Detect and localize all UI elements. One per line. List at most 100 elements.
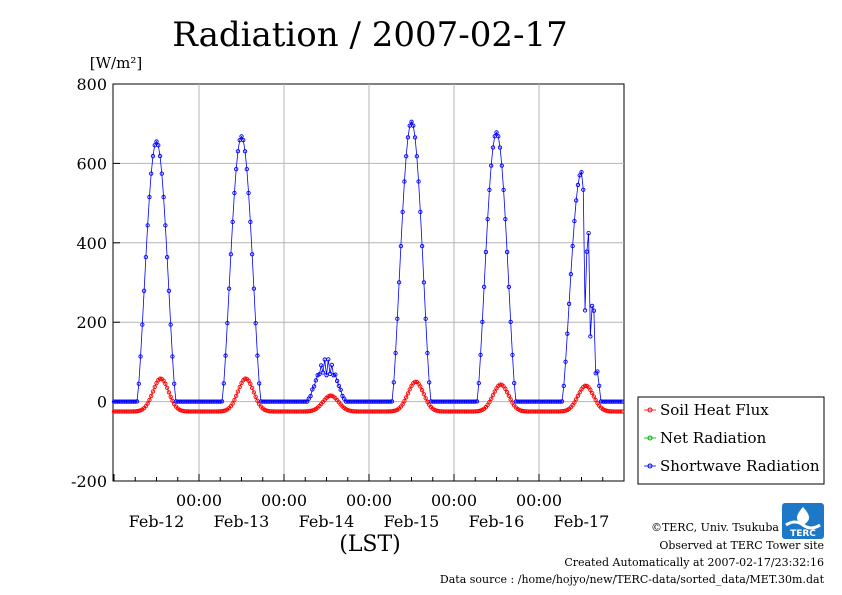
y-tick-label: 600 [76,154,107,173]
data-point [308,393,313,399]
data-point [589,390,595,396]
x-tick-time-label: 00:00 [261,491,307,510]
data-point [510,352,515,358]
data-point [246,378,251,383]
data-point [235,149,241,154]
footer-copyright: ©TERC, Univ. Tsukuba [651,521,779,534]
data-point [618,409,623,414]
data-point [253,320,258,326]
data-point [164,254,170,260]
data-point [396,280,402,285]
logo-text: TERC [790,529,816,539]
data-point [249,385,255,391]
data-point [235,389,241,394]
data-point [584,249,589,254]
data-point [423,396,428,401]
data-point [246,190,251,196]
x-tick-time-label: 00:00 [516,491,562,510]
data-point [145,223,150,228]
data-point [474,399,480,404]
data-point [230,219,235,225]
data-point [223,353,228,358]
data-point [164,385,170,391]
x-category-label: Feb-13 [214,512,270,531]
data-point [487,187,492,193]
data-point [581,187,586,192]
data-point [161,194,166,200]
legend-label: Net Radiation [660,429,767,447]
x-category-label: Feb-17 [554,512,610,531]
data-point [411,123,416,128]
data-point [501,187,506,193]
data-point [303,399,308,404]
data-point [476,380,481,386]
data-point [149,171,154,176]
gridlines [113,84,624,481]
data-point [242,376,248,381]
data-point [591,394,597,399]
y-axis-ticks: 800 600 400 200 0 -200 [71,75,120,491]
data-point [582,308,588,313]
data-point [143,254,149,260]
data-point [620,409,625,414]
data-point [588,334,593,339]
data-point [400,209,405,215]
data-point [586,231,591,236]
data-point [481,284,487,290]
data-point [402,398,407,404]
data-point [230,401,235,406]
data-point [489,163,494,168]
data-point [334,378,340,384]
data-point [558,399,563,404]
data-point [402,179,407,184]
data-point [241,137,246,143]
data-point [147,397,152,403]
data-point [572,218,577,224]
data-point [407,387,412,392]
data-point [152,384,157,390]
data-point [389,399,395,404]
data-point [574,397,579,402]
legend-marker [647,463,653,469]
data-point [232,397,237,403]
data-point [338,387,343,392]
data-point [416,179,421,184]
series-soil-heat-flux [111,376,625,414]
data-point [237,384,242,390]
series-shortwave-radiation [111,119,625,404]
data-point [163,381,168,386]
data-point [427,380,432,385]
footer-observed: Observed at TERC Tower site [659,539,824,552]
data-point [473,399,478,404]
data-point [329,362,334,368]
x-tick-time-label: 00:00 [431,491,477,510]
data-point [405,391,411,396]
logo-wave-icon [785,520,821,530]
data-point [506,284,512,290]
legend-label: Soil Heat Flux [660,401,769,419]
data-point [412,379,418,385]
data-point [404,154,409,159]
x-category-label: Feb-14 [299,512,355,531]
data-point [219,399,225,404]
data-point [504,249,510,255]
data-point [409,119,414,124]
data-point [483,249,489,255]
data-point [170,354,175,359]
series-layer [111,119,625,414]
data-point [172,381,177,386]
data-point [138,354,143,359]
terc-logo: TERC [782,503,824,539]
data-point [398,243,404,249]
data-point [391,380,396,385]
data-point [257,381,262,386]
data-point [400,402,405,407]
data-point [563,359,568,364]
data-point [489,396,494,401]
data-point [150,153,156,159]
data-point [480,319,485,325]
data-point [512,380,517,386]
data-point [239,134,244,139]
data-point [485,217,490,222]
data-point [487,399,492,405]
